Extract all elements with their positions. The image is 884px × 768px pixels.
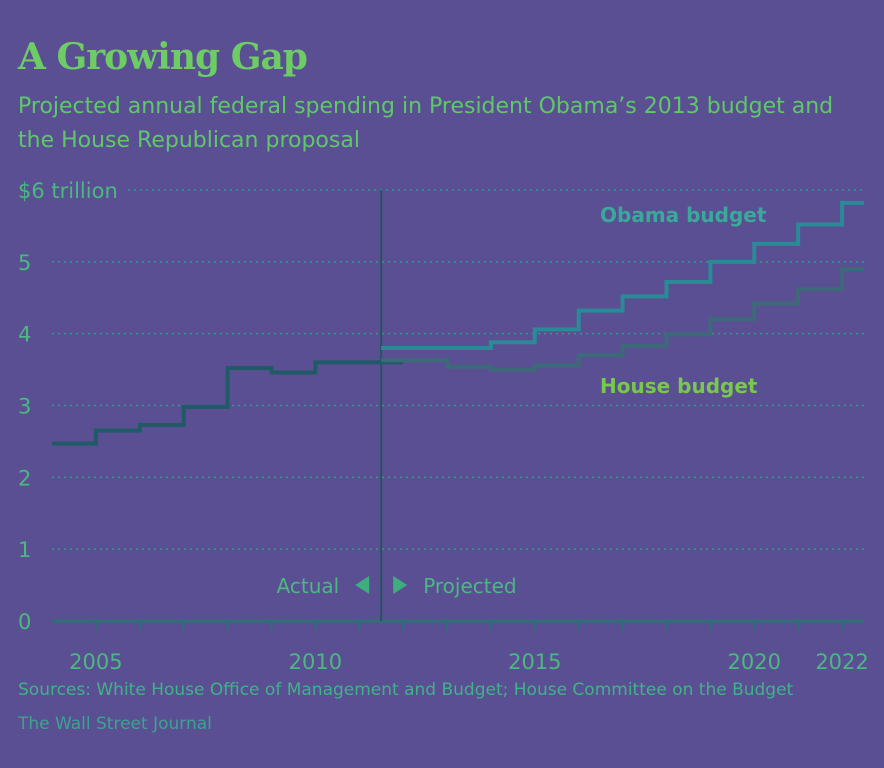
x-tick-label: 2022: [815, 650, 868, 674]
right-arrow-icon: [393, 576, 408, 594]
x-tick-label: 2020: [728, 650, 781, 674]
actual-label: Actual: [277, 574, 340, 598]
y-tick-label: 2: [18, 466, 31, 490]
y-tick-label: $6 trillion: [18, 179, 118, 203]
obama-series-label: Obama budget: [600, 203, 767, 227]
source-note: Sources: White House Office of Managemen…: [18, 680, 794, 700]
chart-title: A Growing Gap: [18, 36, 308, 78]
chart-subtitle: Projected annual federal spending in Pre…: [18, 94, 834, 153]
series-line-actual: [52, 360, 404, 446]
x-tick-label: 2005: [69, 650, 122, 674]
y-tick-label: 4: [18, 323, 31, 347]
publisher-credit: The Wall Street Journal: [18, 714, 212, 734]
series-line-obama-budget: [381, 200, 864, 351]
left-arrow-icon: [355, 576, 370, 594]
series-line-house-budget: [381, 267, 864, 372]
y-tick-label: 0: [18, 610, 31, 634]
projected-label: Projected: [423, 574, 516, 598]
y-tick-label: 1: [18, 538, 31, 562]
y-tick-label: 5: [18, 251, 31, 275]
house-series-label: House budget: [600, 374, 758, 398]
y-tick-label: 3: [18, 395, 31, 419]
spending-chart: 0 1 2 3 4 5 $6 trillion 2005 2010 2015 2020 2022 Act…: [18, 179, 869, 674]
x-tick-label: 2010: [289, 650, 342, 674]
x-tick-label: 2015: [508, 650, 561, 674]
